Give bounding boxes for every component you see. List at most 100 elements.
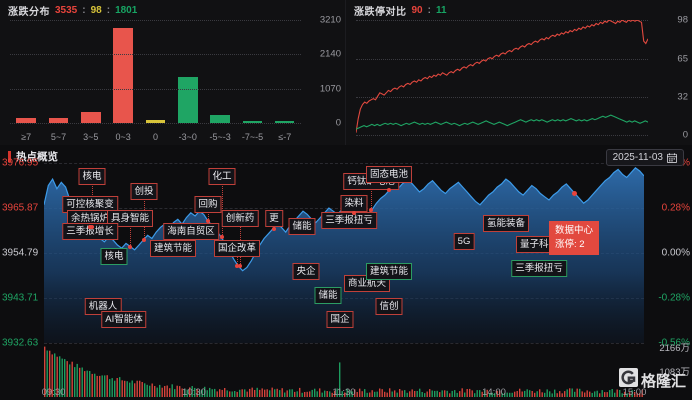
- tag-marker-dot[interactable]: [387, 188, 391, 193]
- tag-marker-dot[interactable]: [220, 234, 224, 239]
- tooltip-name: 数据中心: [554, 225, 594, 236]
- distribution-bar[interactable]: [113, 28, 133, 123]
- hotspot-tag[interactable]: 建筑节能: [149, 240, 197, 257]
- distribution-down-count: 1801: [115, 5, 138, 16]
- hotspot-tag[interactable]: 建筑节能: [365, 263, 413, 280]
- index-y-label-left: 3954.79: [2, 247, 39, 259]
- distribution-bar[interactable]: [242, 121, 263, 123]
- hotspot-tag[interactable]: 核电: [100, 248, 128, 265]
- limit-gridline: [356, 97, 648, 99]
- limit-y-tick: 32: [677, 91, 688, 103]
- index-chart[interactable]: 3976.950.56%3965.870.28%3954.790.00%3943…: [2, 158, 690, 349]
- hotspot-tag[interactable]: 5G: [453, 233, 475, 250]
- distribution-panel[interactable]: 涨跌分布 3535 : 98 : 1801 0 1070 2140 3210 ≥7 5~…: [0, 0, 346, 145]
- distribution-bar[interactable]: [81, 112, 101, 123]
- tag-marker-dot[interactable]: [272, 226, 276, 231]
- distribution-bars: [10, 20, 301, 123]
- hotspot-tag[interactable]: 更: [265, 210, 283, 227]
- distribution-x-label: 0~3: [115, 132, 131, 142]
- distribution-bar-column[interactable]: [75, 20, 107, 123]
- watermark-text: 格隆汇: [640, 372, 686, 390]
- calendar-icon[interactable]: [667, 152, 677, 163]
- distribution-bar-column[interactable]: [107, 20, 139, 123]
- hotspot-tag[interactable]: 三季报扭亏: [511, 260, 567, 277]
- hotspot-tag[interactable]: 具身智能: [106, 210, 154, 227]
- hotspot-tag[interactable]: 信创: [375, 298, 403, 315]
- hotspot-tag[interactable]: 核电: [78, 168, 106, 185]
- tag-marker-dot[interactable]: [128, 244, 132, 249]
- time-axis-label: 14:00: [482, 387, 506, 398]
- hotspot-tag[interactable]: 储能: [314, 287, 342, 304]
- volume-y-tick: 1083万: [659, 367, 690, 378]
- distribution-x-label: 3~5: [83, 132, 99, 142]
- hotspot-tag[interactable]: 海南自贸区: [163, 223, 219, 240]
- distribution-up-count: 3535: [55, 5, 78, 16]
- hotspot-tooltip[interactable]: 数据中心 涨停: 2: [548, 221, 600, 255]
- hotspot-tag[interactable]: 染料: [340, 195, 368, 212]
- hotspot-tag[interactable]: 储能: [288, 218, 316, 235]
- sep-2: :: [106, 5, 111, 16]
- distribution-bar-column[interactable]: [236, 20, 268, 123]
- date-picker[interactable]: 2025-11-03: [605, 149, 684, 166]
- hotspot-tag[interactable]: 三季报扭亏: [321, 212, 377, 229]
- distribution-y-tick: 3210: [319, 14, 341, 26]
- tag-marker-dot[interactable]: [369, 207, 373, 212]
- limit-gridline: [356, 20, 648, 21]
- distribution-x-label: -3~0: [178, 132, 197, 142]
- time-axis: 09:30 10:30 11:30 14:00 15:00: [41, 387, 647, 399]
- tag-marker-dot[interactable]: [206, 218, 210, 223]
- limit-gridline: [356, 58, 648, 60]
- tag-marker-dot[interactable]: [88, 225, 92, 230]
- distribution-x-label: 5~7: [50, 132, 67, 142]
- hotspot-tag[interactable]: 氢能装备: [482, 215, 530, 232]
- hotspot-tag[interactable]: 央企: [292, 263, 320, 280]
- distribution-bar-column[interactable]: [269, 20, 301, 123]
- tag-marker-dot[interactable]: [238, 263, 242, 268]
- tag-marker-dot[interactable]: [235, 263, 239, 268]
- tooltip-marker-dot[interactable]: [571, 191, 577, 197]
- hotspot-tag[interactable]: 创投: [130, 183, 158, 200]
- distribution-bar[interactable]: [48, 117, 69, 123]
- distribution-bar[interactable]: [16, 118, 36, 123]
- hotspot-tag[interactable]: AI智能体: [101, 311, 147, 328]
- limit-gridline: [356, 135, 648, 136]
- limit-compare-header: 涨跌停对比 90 : 11: [354, 3, 447, 18]
- distribution-bar-column[interactable]: [10, 20, 42, 123]
- distribution-flat-count: 98: [90, 5, 102, 16]
- hotspot-tag[interactable]: 国企: [326, 311, 354, 328]
- hotspot-tag[interactable]: 三季报增长: [62, 223, 118, 240]
- distribution-header: 涨跌分布 3535 : 98 : 1801: [8, 3, 137, 18]
- distribution-x-label: -7~-5: [241, 132, 264, 142]
- distribution-bar[interactable]: [178, 77, 198, 123]
- index-y-label-left: 3943.71: [2, 292, 39, 304]
- hotspot-overview-title-text: 热点概览: [16, 151, 58, 163]
- distribution-bar[interactable]: [275, 121, 295, 123]
- tag-stem: [130, 224, 131, 247]
- distribution-bar-column[interactable]: [42, 20, 74, 123]
- limit-line-series: [356, 20, 648, 133]
- distribution-x-label: 0: [152, 132, 158, 142]
- hotspot-tag[interactable]: 固态电池: [365, 166, 413, 183]
- sep-3: :: [427, 5, 431, 16]
- tag-marker-dot[interactable]: [90, 225, 94, 230]
- tag-marker-dot[interactable]: [352, 210, 356, 215]
- limit-compare-title: 涨跌停对比: [354, 7, 407, 18]
- distribution-bar-column[interactable]: [204, 20, 236, 123]
- limit-y-tick: 65: [677, 53, 688, 65]
- limit-compare-panel[interactable]: 涨跌停对比 90 : 11 0 32 65 98: [346, 0, 692, 145]
- distribution-gridline: [10, 88, 301, 90]
- index-y-label-right: 0.00%: [661, 247, 690, 259]
- distribution-bar[interactable]: [210, 114, 230, 123]
- tag-marker-dot[interactable]: [142, 238, 146, 243]
- limit-y-tick: 0: [682, 129, 688, 141]
- time-axis-label: 09:30: [41, 387, 66, 398]
- hotspot-tag[interactable]: 创新药: [221, 210, 259, 227]
- distribution-bar[interactable]: [145, 120, 166, 123]
- hotspot-tag[interactable]: 化工: [208, 168, 236, 185]
- distribution-bar-column[interactable]: [139, 20, 171, 123]
- distribution-gridline: [10, 54, 301, 56]
- volume-y-tick: 2166万: [659, 343, 690, 354]
- hotspot-tag[interactable]: 回购: [194, 196, 222, 213]
- hotspot-tag[interactable]: 国企改革: [213, 240, 261, 257]
- distribution-bar-column[interactable]: [172, 20, 204, 123]
